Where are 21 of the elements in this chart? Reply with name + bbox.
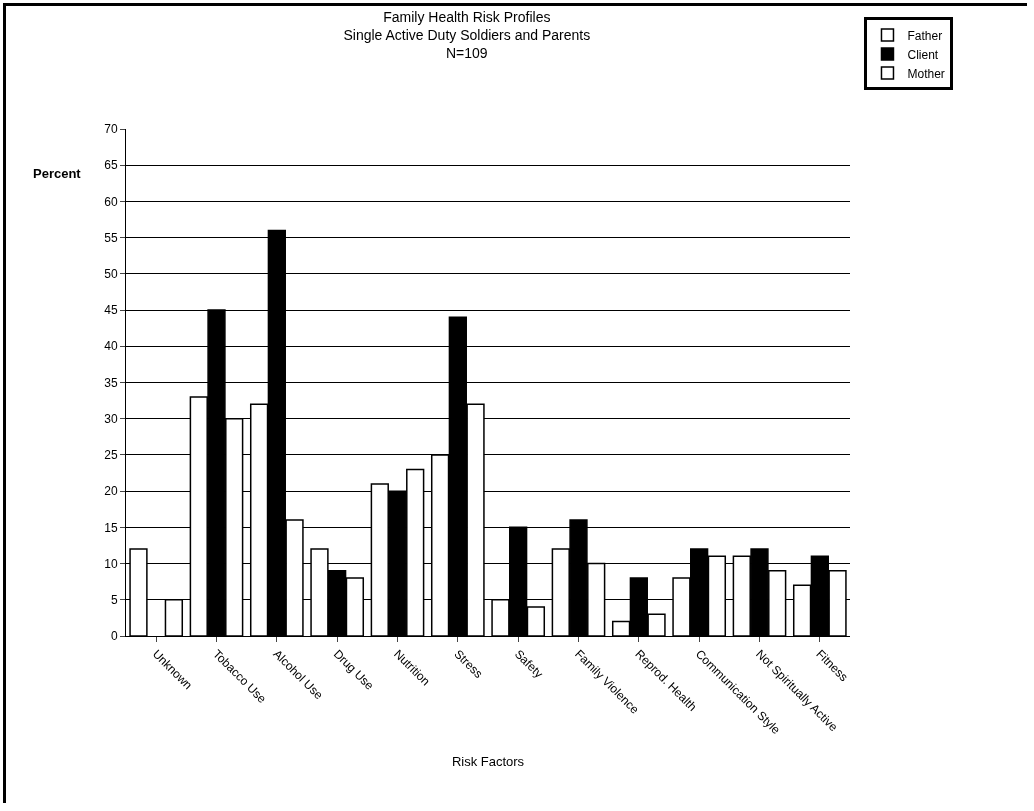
legend-label: Mother xyxy=(907,66,945,81)
legend-label: Client xyxy=(907,47,939,62)
y-tick-label: 20 xyxy=(104,484,118,499)
y-tick-label: 15 xyxy=(104,520,118,535)
x-axis-title: Risk Factors xyxy=(451,753,525,769)
y-tick-label: 70 xyxy=(104,122,118,137)
y-tick-label: 65 xyxy=(104,158,118,173)
y-tick-label: 50 xyxy=(104,267,118,282)
y-tick-label: 40 xyxy=(104,339,118,354)
y-tick-label: 10 xyxy=(104,556,118,571)
y-tick-label: 35 xyxy=(104,375,118,390)
y-tick-label: 5 xyxy=(110,592,118,607)
y-tick-label: 45 xyxy=(104,303,118,318)
y-tick-label: 60 xyxy=(104,194,118,209)
chart-title: Family Health Risk Profiles Single Active Duty Soldiers and Parents N=109 xyxy=(343,9,591,62)
y-tick-label: 55 xyxy=(104,230,118,245)
y-tick-label: 30 xyxy=(104,411,118,426)
y-tick-label: 25 xyxy=(104,448,118,463)
legend-label: Father xyxy=(907,28,943,43)
y-tick-label: 0 xyxy=(110,629,118,644)
y-axis-title: Percent xyxy=(33,166,82,181)
